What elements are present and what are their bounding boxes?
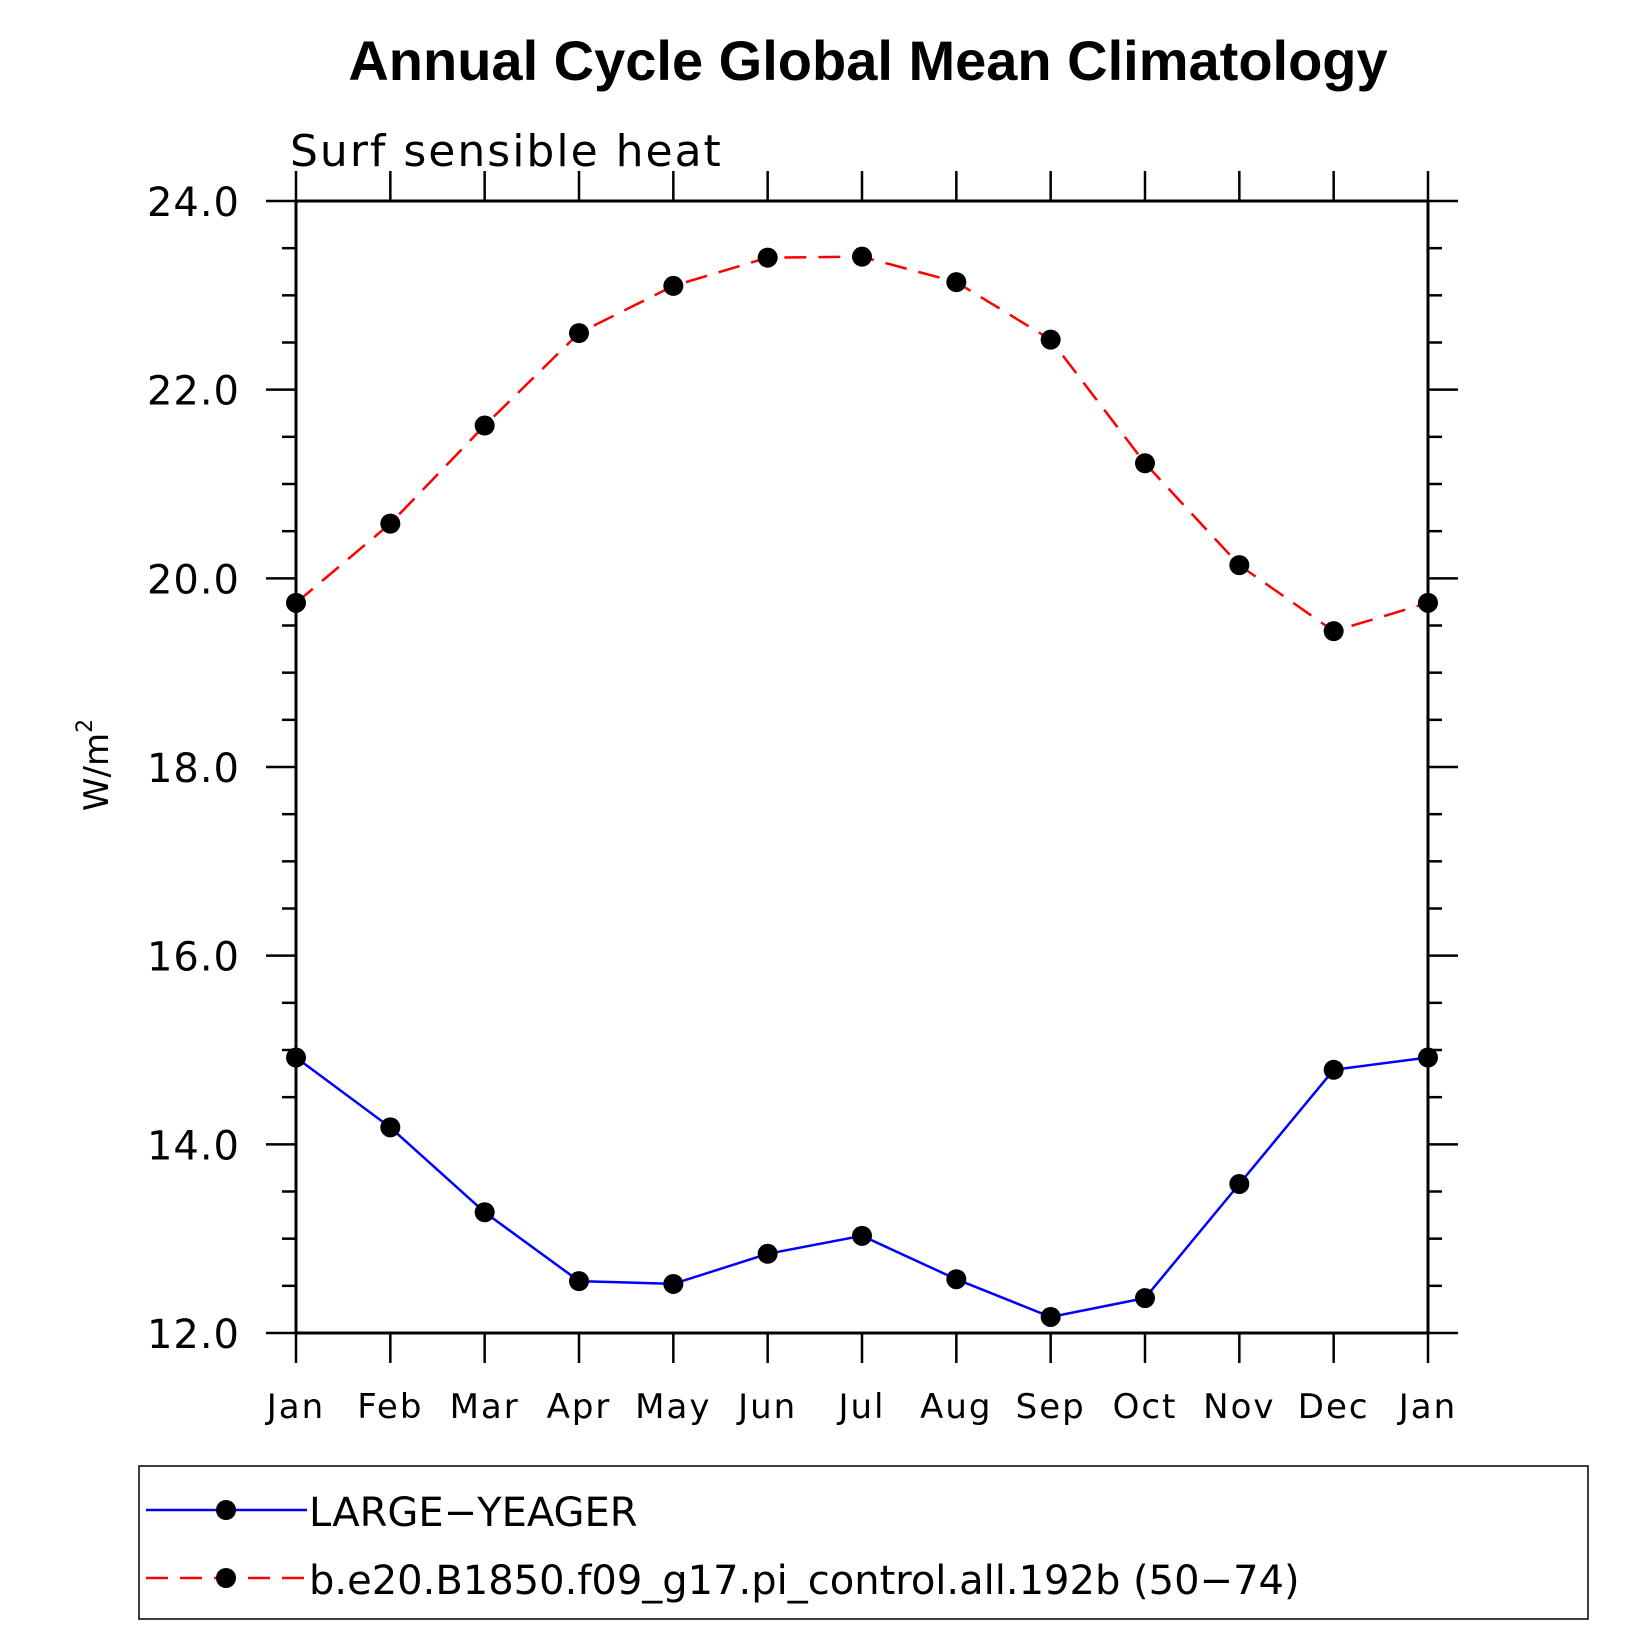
y-tick-label: 18.0	[147, 746, 240, 792]
data-point	[1135, 453, 1155, 474]
legend-label: LARGE−YEAGER	[309, 1490, 638, 1536]
data-point	[946, 272, 967, 293]
x-tick-label: Feb	[357, 1387, 423, 1427]
data-point	[474, 415, 495, 436]
data-point	[1040, 1306, 1061, 1327]
data-point	[757, 247, 778, 268]
data-point	[757, 1243, 778, 1264]
series-layer	[286, 246, 1438, 1327]
data-point	[1135, 1288, 1155, 1309]
legend-item: b.e20.B1850.f09_g17.pi_control.all.192b …	[146, 1558, 1300, 1604]
series-line	[295, 1056, 1429, 1319]
data-point	[1323, 621, 1344, 642]
data-point	[852, 246, 872, 267]
chart-title: Annual Cycle Global Mean Climatology	[348, 29, 1387, 92]
plot-border	[294, 199, 1430, 1335]
series-1	[286, 246, 1438, 642]
x-tick-label: Nov	[1203, 1387, 1275, 1427]
y-tick-label: 12.0	[147, 1312, 240, 1358]
data-point	[852, 1225, 872, 1246]
x-tick-label: Mar	[450, 1387, 520, 1427]
data-point	[286, 592, 306, 613]
series-0	[286, 1047, 1438, 1327]
data-point	[569, 323, 589, 344]
x-tick-label: Sep	[1016, 1387, 1086, 1427]
legend-marker	[216, 1568, 236, 1588]
data-point	[1040, 329, 1061, 350]
series-line	[295, 255, 1429, 633]
data-point	[569, 1271, 589, 1292]
legend-marker	[216, 1500, 236, 1520]
y-tick-label: 20.0	[147, 557, 240, 603]
data-point	[286, 1047, 306, 1068]
y-tick-label: 14.0	[147, 1123, 240, 1169]
legend-item: LARGE−YEAGER	[146, 1490, 638, 1536]
data-point	[1323, 1059, 1344, 1080]
x-tick-label: Jul	[836, 1387, 885, 1427]
data-point	[380, 513, 401, 534]
data-point	[474, 1202, 495, 1223]
data-point	[380, 1117, 401, 1138]
y-axis-label-text: W/m	[77, 733, 117, 811]
x-tick-label: Jan	[1397, 1387, 1457, 1427]
y-tick-label: 24.0	[147, 180, 240, 226]
data-point	[946, 1269, 967, 1290]
svg-text:W/m2: W/m2	[73, 719, 117, 811]
legend-label: b.e20.B1850.f09_g17.pi_control.all.192b …	[309, 1558, 1300, 1604]
y-tick-label: 16.0	[147, 935, 240, 981]
y-axis-label: W/m2	[73, 719, 117, 811]
x-tick-label: May	[635, 1387, 711, 1427]
x-tick-label: Aug	[920, 1387, 992, 1427]
x-tick-label: Apr	[547, 1387, 612, 1427]
x-tick-label: Oct	[1113, 1387, 1178, 1427]
x-tick-label: Dec	[1298, 1387, 1370, 1427]
y-axis-label-superscript: 2	[73, 719, 98, 733]
chart-subtitle: Surf sensible heat	[290, 126, 723, 177]
x-tick-label: Jan	[265, 1387, 325, 1427]
legend-box	[138, 1465, 1589, 1620]
plot-frame	[294, 199, 1430, 1335]
x-tick-label: Jun	[736, 1387, 797, 1427]
data-point	[663, 275, 684, 296]
data-point	[663, 1273, 684, 1294]
data-point	[1418, 592, 1438, 613]
data-point	[1418, 1047, 1438, 1068]
axis-ticks: 12.0 14.0 16.0 18.0 20.0 22.0 24.0 Jan Feb Mar Apr…	[147, 171, 1458, 1427]
data-point	[1229, 1173, 1250, 1194]
data-point	[1229, 555, 1250, 576]
y-tick-label: 22.0	[147, 369, 240, 415]
legend: LARGE−YEAGER b.e20.B1850.f09_g17.pi_contr…	[138, 1465, 1589, 1620]
